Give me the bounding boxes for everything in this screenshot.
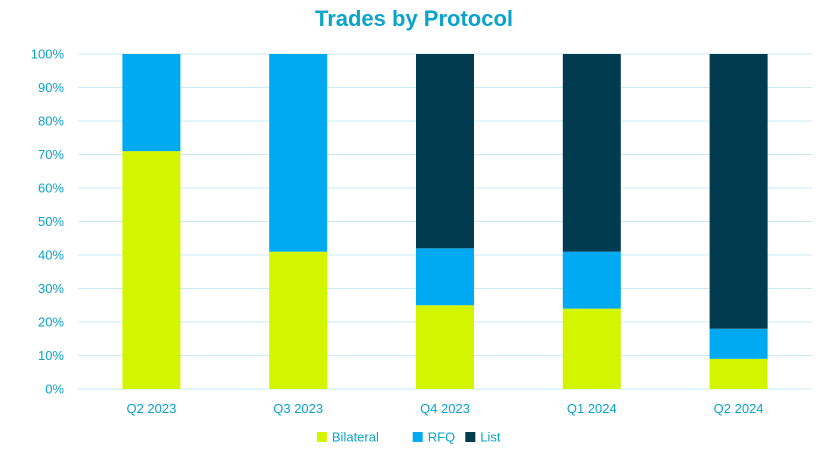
bar-segment-rfq (122, 54, 181, 152)
y-tick-label: 50% (38, 214, 64, 229)
y-tick-label: 90% (38, 80, 64, 95)
chart-title: Trades by Protocol (314, 6, 514, 31)
legend-swatch-bilateral (316, 432, 327, 442)
bar-segment-list (562, 54, 621, 252)
y-tick-label: 60% (38, 181, 64, 196)
bar-segment-rfq (709, 328, 768, 359)
x-tick-label: Q2 2023 (126, 401, 176, 416)
y-tick-label: 100% (31, 47, 65, 62)
bars (122, 54, 768, 389)
y-tick-label: 10% (38, 348, 64, 363)
bar-segment-list (416, 54, 474, 249)
legend-label-bilateral: Bilateral (332, 430, 379, 445)
y-tick-label: 80% (38, 114, 64, 129)
x-tick-label: Q1 2024 (567, 401, 617, 416)
bar-segment-bilateral (269, 251, 328, 389)
x-axis: Q2 2023 Q3 2023 Q4 2023 Q1 2024 Q2 2024 (126, 401, 763, 416)
bar-segment-list (709, 54, 768, 329)
x-tick-label: Q2 2024 (714, 401, 764, 416)
bar-segment-bilateral (709, 358, 768, 389)
x-tick-label: Q4 2023 (420, 401, 470, 416)
bar-segment-bilateral (416, 305, 474, 389)
legend: Bilateral RFQ List (316, 430, 501, 445)
y-tick-label: 70% (38, 147, 64, 162)
y-tick-label: 0% (45, 382, 64, 397)
y-tick-label: 40% (38, 248, 64, 263)
bar-segment-bilateral (562, 308, 621, 389)
y-tick-label: 30% (38, 281, 64, 296)
bar-segment-rfq (269, 54, 328, 252)
legend-label-rfq: RFQ (428, 430, 455, 445)
legend-swatch-rfq (412, 432, 423, 442)
y-axis: 0% 10% 20% 30% 40% 50% 60% 70% 80% 90% 100% (31, 47, 65, 397)
x-tick-label: Q3 2023 (273, 401, 323, 416)
legend-swatch-list (465, 432, 476, 442)
bar-segment-rfq (562, 251, 621, 309)
bar-segment-bilateral (122, 151, 181, 389)
legend-label-list: List (480, 430, 501, 445)
y-tick-label: 20% (38, 315, 64, 330)
bar-segment-rfq (416, 248, 474, 306)
